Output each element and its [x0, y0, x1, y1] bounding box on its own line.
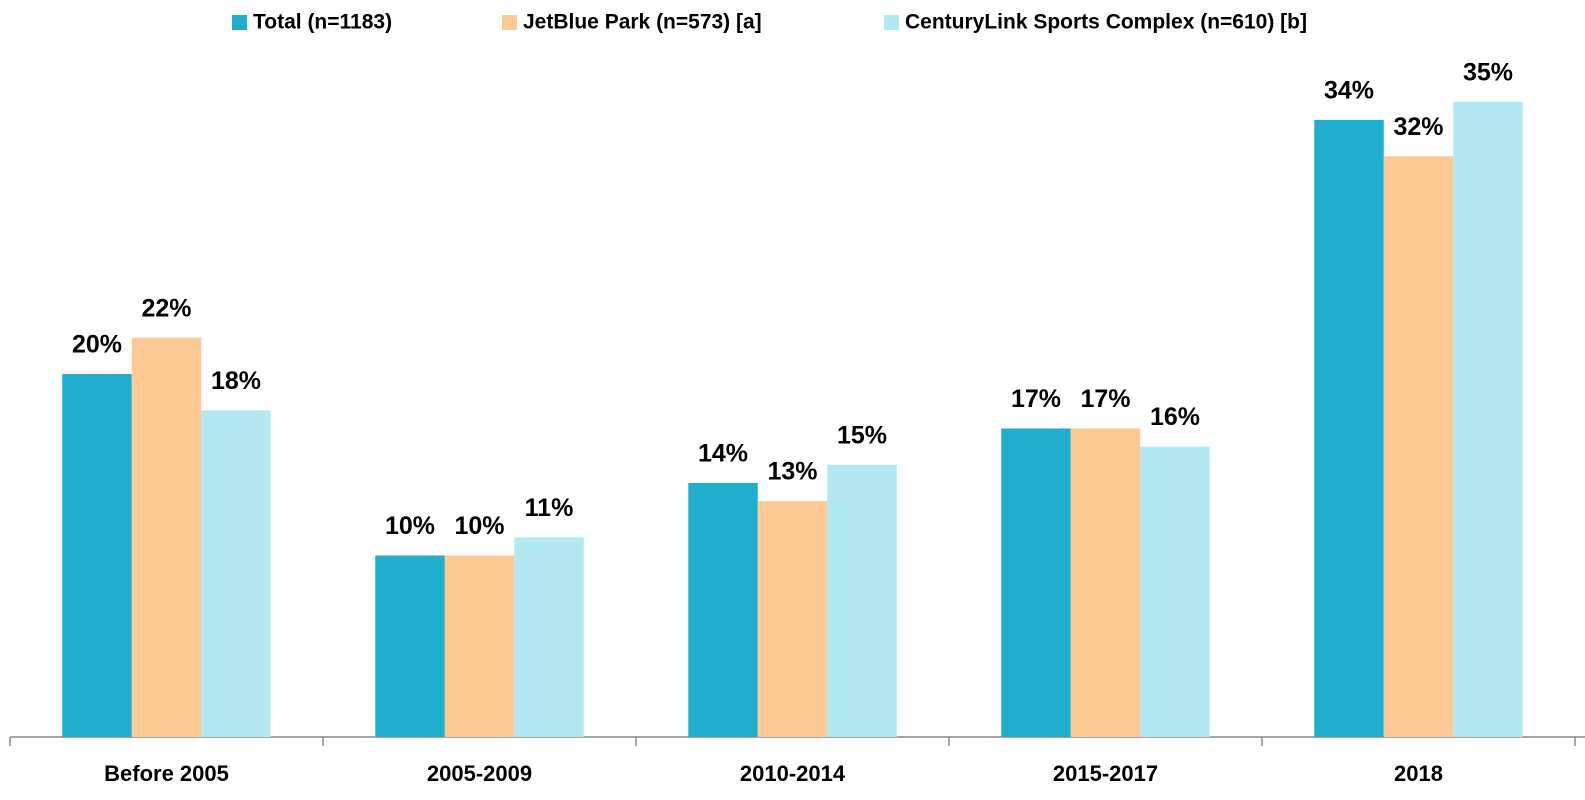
legend-swatch	[232, 15, 247, 30]
legend-label: Total (n=1183)	[253, 11, 392, 34]
x-tick-label: 2018	[1394, 761, 1443, 786]
value-label: 22%	[141, 294, 191, 322]
x-tick-label: Before 2005	[104, 761, 229, 786]
bar	[201, 410, 271, 737]
bar	[1070, 428, 1141, 737]
x-tick-label: 2015-2017	[1053, 761, 1158, 786]
bar	[375, 555, 445, 737]
bar	[131, 337, 202, 737]
value-label: 13%	[767, 458, 817, 486]
bar	[688, 482, 758, 737]
bar	[757, 501, 828, 737]
legend-label: CenturyLink Sports Complex (n=610) [b]	[905, 11, 1307, 34]
bar	[827, 464, 897, 737]
legend-swatch	[502, 15, 517, 30]
x-tick-label: 2005-2009	[427, 761, 532, 786]
bar	[514, 537, 584, 737]
bar	[1453, 101, 1523, 737]
value-label: 34%	[1324, 77, 1374, 105]
bar	[444, 555, 515, 737]
bar	[62, 374, 132, 737]
value-label: 32%	[1393, 113, 1443, 141]
value-label: 16%	[1150, 403, 1200, 431]
value-label: 18%	[211, 367, 261, 395]
legend-label: JetBlue Park (n=573) [a]	[523, 11, 762, 34]
value-label: 10%	[385, 512, 435, 540]
value-label: 14%	[698, 440, 748, 468]
value-label: 17%	[1011, 385, 1061, 413]
bar	[1001, 428, 1071, 737]
value-label: 15%	[837, 421, 887, 449]
value-label: 20%	[72, 331, 122, 359]
bar	[1314, 119, 1384, 737]
x-tick-label: 2010-2014	[740, 761, 846, 786]
value-label: 11%	[525, 494, 574, 522]
legend-swatch	[884, 15, 899, 30]
value-label: 17%	[1080, 385, 1130, 413]
bar	[1140, 446, 1210, 737]
value-label: 10%	[454, 512, 504, 540]
bar	[1383, 156, 1454, 737]
value-label: 35%	[1463, 58, 1513, 86]
